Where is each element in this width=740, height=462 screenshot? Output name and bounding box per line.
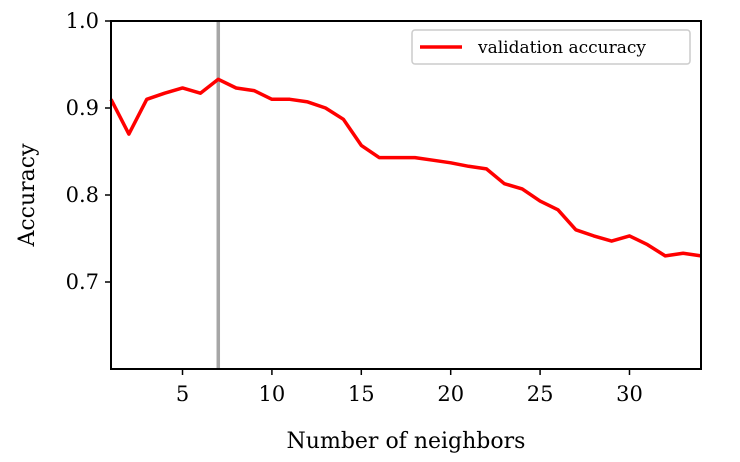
x-tick-label: 25 <box>527 382 554 406</box>
y-tick-label: 0.8 <box>66 183 99 207</box>
y-tick-label: 1.0 <box>66 9 99 33</box>
x-axis-label: Number of neighbors <box>287 429 526 454</box>
x-tick-label: 20 <box>437 382 464 406</box>
x-tick-label: 10 <box>259 382 286 406</box>
series-line-validation-accuracy <box>109 77 702 258</box>
legend: validation accuracy <box>411 29 691 65</box>
x-axis: 5 10 15 20 25 30 <box>176 369 643 406</box>
legend-label-validation-accuracy: validation accuracy <box>477 38 646 58</box>
legend-box <box>411 29 691 65</box>
plot-area <box>109 21 702 369</box>
y-tick-label: 0.7 <box>66 270 99 294</box>
y-axis-label: Accuracy <box>15 143 40 248</box>
y-tick-label: 0.9 <box>66 96 99 120</box>
y-axis: 0.7 0.8 0.9 1.0 <box>66 9 111 294</box>
axes-frame <box>110 20 702 370</box>
x-tick-label: 5 <box>176 382 189 406</box>
x-tick-label: 15 <box>348 382 375 406</box>
x-tick-label: 30 <box>616 382 643 406</box>
